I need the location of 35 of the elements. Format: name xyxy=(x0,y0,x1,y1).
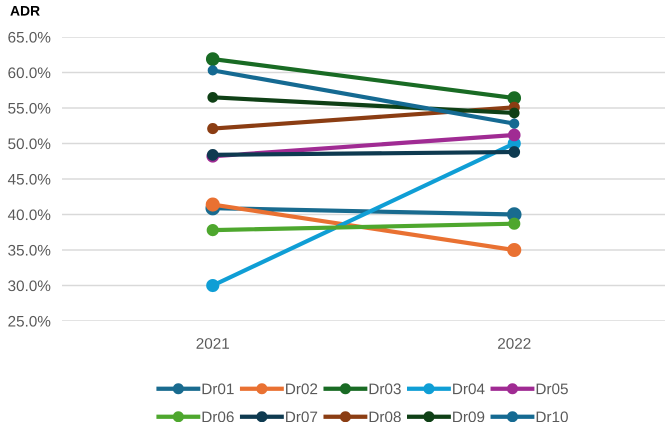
point xyxy=(508,146,520,158)
y-tick-label: 30.0% xyxy=(8,280,50,292)
legend-label: Dr08 xyxy=(370,411,401,422)
point xyxy=(206,52,220,66)
point xyxy=(207,123,218,134)
legend-label: Dr01 xyxy=(202,383,234,394)
y-tick-label: 55.0% xyxy=(8,102,50,114)
point xyxy=(508,128,521,142)
x-tick-label: 2021 xyxy=(196,338,229,349)
legend-label: Dr02 xyxy=(286,383,318,394)
point xyxy=(508,218,520,230)
y-tick-label: 40.0% xyxy=(8,209,50,220)
y-tick-label: 65.0% xyxy=(8,32,50,43)
y-axis-title: ADR xyxy=(10,6,40,16)
y-tick-label: 35.0% xyxy=(8,244,50,256)
legend-label: Dr06 xyxy=(202,411,234,422)
point xyxy=(508,108,520,118)
legend-label: Dr05 xyxy=(536,383,568,394)
legend-label: Dr03 xyxy=(370,383,401,394)
point xyxy=(206,198,220,212)
y-tick-label: 50.0% xyxy=(8,138,50,150)
y-tick-label: 60.0% xyxy=(8,67,50,78)
point xyxy=(507,242,522,258)
legend-label: Dr10 xyxy=(536,411,568,422)
legend-label: Dr07 xyxy=(286,411,318,422)
x-tick-label: 2022 xyxy=(498,338,530,349)
point xyxy=(509,118,520,129)
point xyxy=(208,65,218,76)
point xyxy=(206,278,220,292)
point xyxy=(207,92,218,103)
y-tick-label: 45.0% xyxy=(8,174,50,185)
legend-label: Dr04 xyxy=(453,383,485,394)
y-tick-label: 25.0% xyxy=(8,316,50,327)
legend-label: Dr09 xyxy=(453,411,484,422)
point xyxy=(206,224,219,236)
